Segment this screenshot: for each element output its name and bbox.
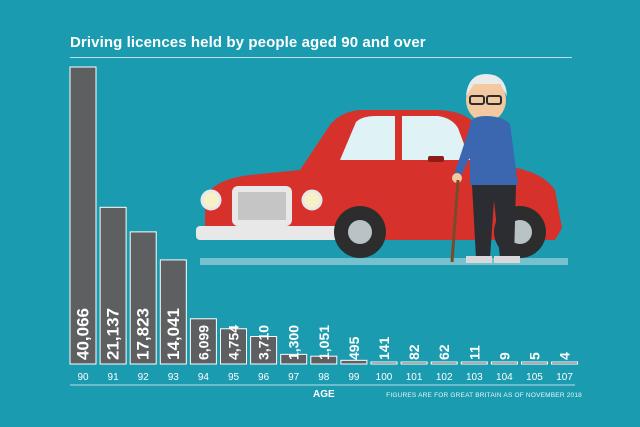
bar-age-103 [460, 361, 488, 365]
value-label-age-96: 3,710 [256, 325, 272, 360]
value-label-age-97: 1,300 [286, 325, 302, 360]
value-label-age-92: 17,823 [134, 308, 153, 360]
chart-footnote: FIGURES ARE FOR GREAT BRITAIN AS OF NOVE… [386, 392, 582, 399]
value-label-age-107: 4 [557, 352, 573, 360]
x-tick-label: 92 [138, 372, 150, 383]
bars-layer [69, 66, 579, 365]
elderly-man-illustration [450, 74, 520, 263]
x-tick-label: 91 [108, 372, 120, 383]
x-tick-labels: 90 91 92 93 94 95 96 97 98 99 100 101 102 103 104 105 10… [77, 372, 573, 383]
bar-age-99 [340, 359, 368, 365]
bar-age-102 [430, 361, 458, 365]
x-tick-label: 100 [376, 372, 393, 383]
value-label-age-98: 1,051 [316, 325, 332, 360]
value-label-age-91: 21,137 [104, 308, 123, 360]
bar-age-96 [250, 335, 278, 365]
x-tick-label: 102 [436, 372, 453, 383]
bar-age-93 [159, 259, 187, 365]
x-tick-label: 96 [258, 372, 270, 383]
bar-age-95 [220, 328, 247, 365]
x-tick-label: 99 [348, 372, 360, 383]
bar-age-90 [69, 66, 97, 365]
x-tick-label: 95 [228, 372, 240, 383]
bar-age-100 [370, 361, 398, 365]
bar-age-94 [189, 318, 217, 365]
value-label-age-100: 141 [376, 336, 392, 360]
bar-age-97 [280, 353, 308, 365]
bar-age-91 [99, 206, 127, 365]
x-tick-label: 98 [318, 372, 330, 383]
bar-age-101 [400, 361, 428, 365]
x-tick-label: 101 [406, 372, 423, 383]
value-label-age-105: 5 [527, 352, 543, 360]
x-tick-label: 97 [288, 372, 300, 383]
title-divider [70, 57, 572, 58]
x-tick-label: 93 [168, 372, 180, 383]
value-label-age-95: 4,754 [226, 325, 242, 360]
value-label-age-99: 495 [346, 336, 362, 360]
value-label-age-103: 11 [466, 345, 482, 360]
x-tick-label: 90 [77, 372, 89, 383]
x-axis-label: AGE [313, 389, 335, 400]
bar-age-105 [521, 361, 548, 365]
value-label-age-90: 40,066 [74, 308, 93, 360]
x-tick-label: 107 [556, 372, 573, 383]
bar-age-92 [129, 231, 157, 365]
value-labels-layer: 40,066 21,137 17,823 14,041 6,099 4,754 3,710 1… [74, 308, 573, 360]
x-tick-label: 104 [496, 372, 513, 383]
x-tick-label: 94 [198, 372, 210, 383]
chart-title: Driving licences held by people aged 90 … [70, 34, 426, 51]
value-label-age-101: 82 [406, 344, 422, 360]
x-tick-label: 105 [526, 372, 543, 383]
bar-age-98 [310, 355, 338, 365]
value-label-age-104: 9 [496, 352, 512, 360]
bar-age-104 [490, 361, 518, 365]
bar-age-107 [551, 361, 579, 365]
value-label-age-94: 6,099 [195, 325, 211, 360]
value-label-age-102: 62 [436, 344, 452, 360]
x-tick-label: 103 [466, 372, 483, 383]
value-label-age-93: 14,041 [164, 308, 183, 360]
